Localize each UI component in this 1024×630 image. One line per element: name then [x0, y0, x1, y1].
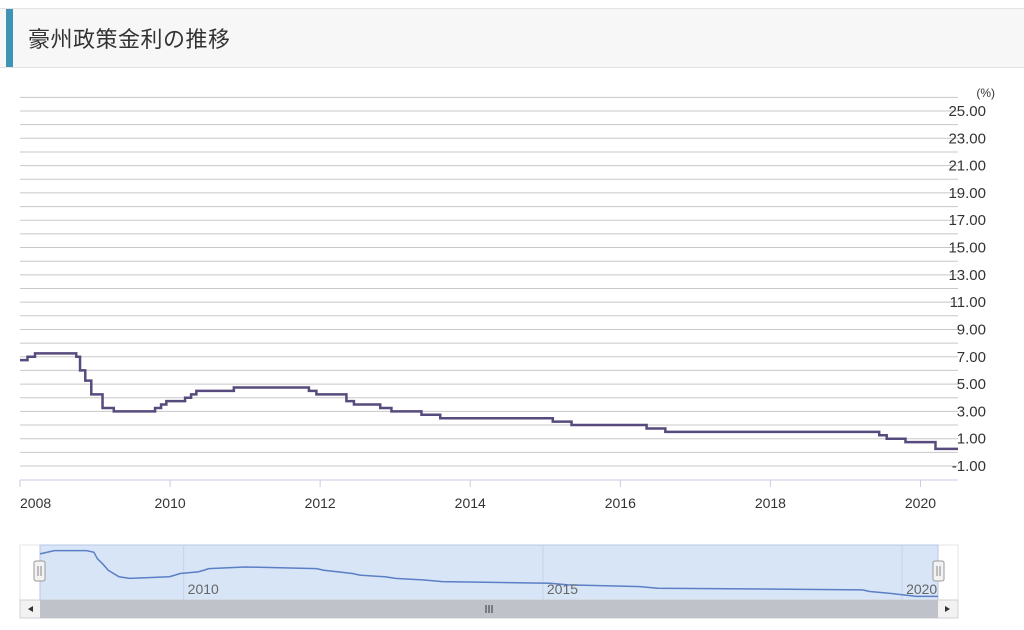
chart-title: 豪州政策金利の推移: [28, 28, 231, 53]
policy-rate-series-line[interactable]: [20, 352, 958, 451]
scrollbar-grip-icon: [485, 605, 493, 613]
y-axis-unit-label: (%): [976, 86, 995, 100]
navigator-left-handle[interactable]: [33, 560, 46, 582]
navigator-x-label: 2020: [906, 581, 937, 597]
navigator-series-line: [39, 549, 938, 598]
scroll-right-arrow-icon[interactable]: [945, 606, 950, 612]
y-tick-label: 7.00: [957, 349, 986, 366]
y-tick-label: 23.00: [948, 130, 986, 147]
chart-header: 豪州政策金利の推移: [0, 8, 1024, 68]
y-tick-label: 11.00: [950, 294, 986, 311]
x-tick-label: 2010: [155, 495, 186, 511]
scrollbar[interactable]: [19, 599, 959, 619]
navigator-selection[interactable]: [39, 544, 939, 601]
x-tick-label: 2014: [455, 495, 486, 511]
x-tick-label: 2020: [905, 495, 936, 511]
header-accent-bar: [6, 9, 13, 67]
x-tick-label: 2012: [305, 495, 336, 511]
navigator[interactable]: 2010 2015 2020: [19, 544, 959, 601]
y-tick-label: 21.00: [948, 158, 986, 175]
x-tick-label: 2018: [755, 495, 786, 511]
y-tick-label: 19.00: [948, 185, 986, 202]
scroll-left-arrow-icon[interactable]: [28, 606, 33, 612]
y-tick-label: -1.00: [952, 458, 986, 475]
navigator-x-labels: 2010 2015 2020: [188, 581, 938, 597]
navigator-right-handle[interactable]: [932, 560, 945, 582]
navigator-x-label: 2010: [188, 581, 219, 597]
y-tick-label: 5.00: [957, 376, 986, 393]
x-axis-labels: 2008 2010 2012 2014 2016 2018 2020: [19, 480, 936, 511]
y-tick-label: 15.00: [948, 240, 986, 257]
x-tick-label: 2016: [605, 495, 636, 511]
x-tick-label: 2008: [20, 495, 51, 511]
grid-lines: [20, 96, 958, 467]
y-tick-label: 1.00: [957, 431, 986, 448]
y-tick-label: 13.00: [948, 267, 986, 284]
y-tick-label: 25.00: [948, 103, 986, 120]
navigator-x-label: 2015: [547, 581, 578, 597]
y-tick-label: 3.00: [957, 403, 986, 420]
y-tick-label: 9.00: [957, 321, 986, 338]
y-tick-label: 17.00: [948, 212, 986, 229]
y-axis-labels: 25.00 23.00 21.00 19.00 17.00 15.00 13.00 11.00…: [948, 103, 986, 475]
